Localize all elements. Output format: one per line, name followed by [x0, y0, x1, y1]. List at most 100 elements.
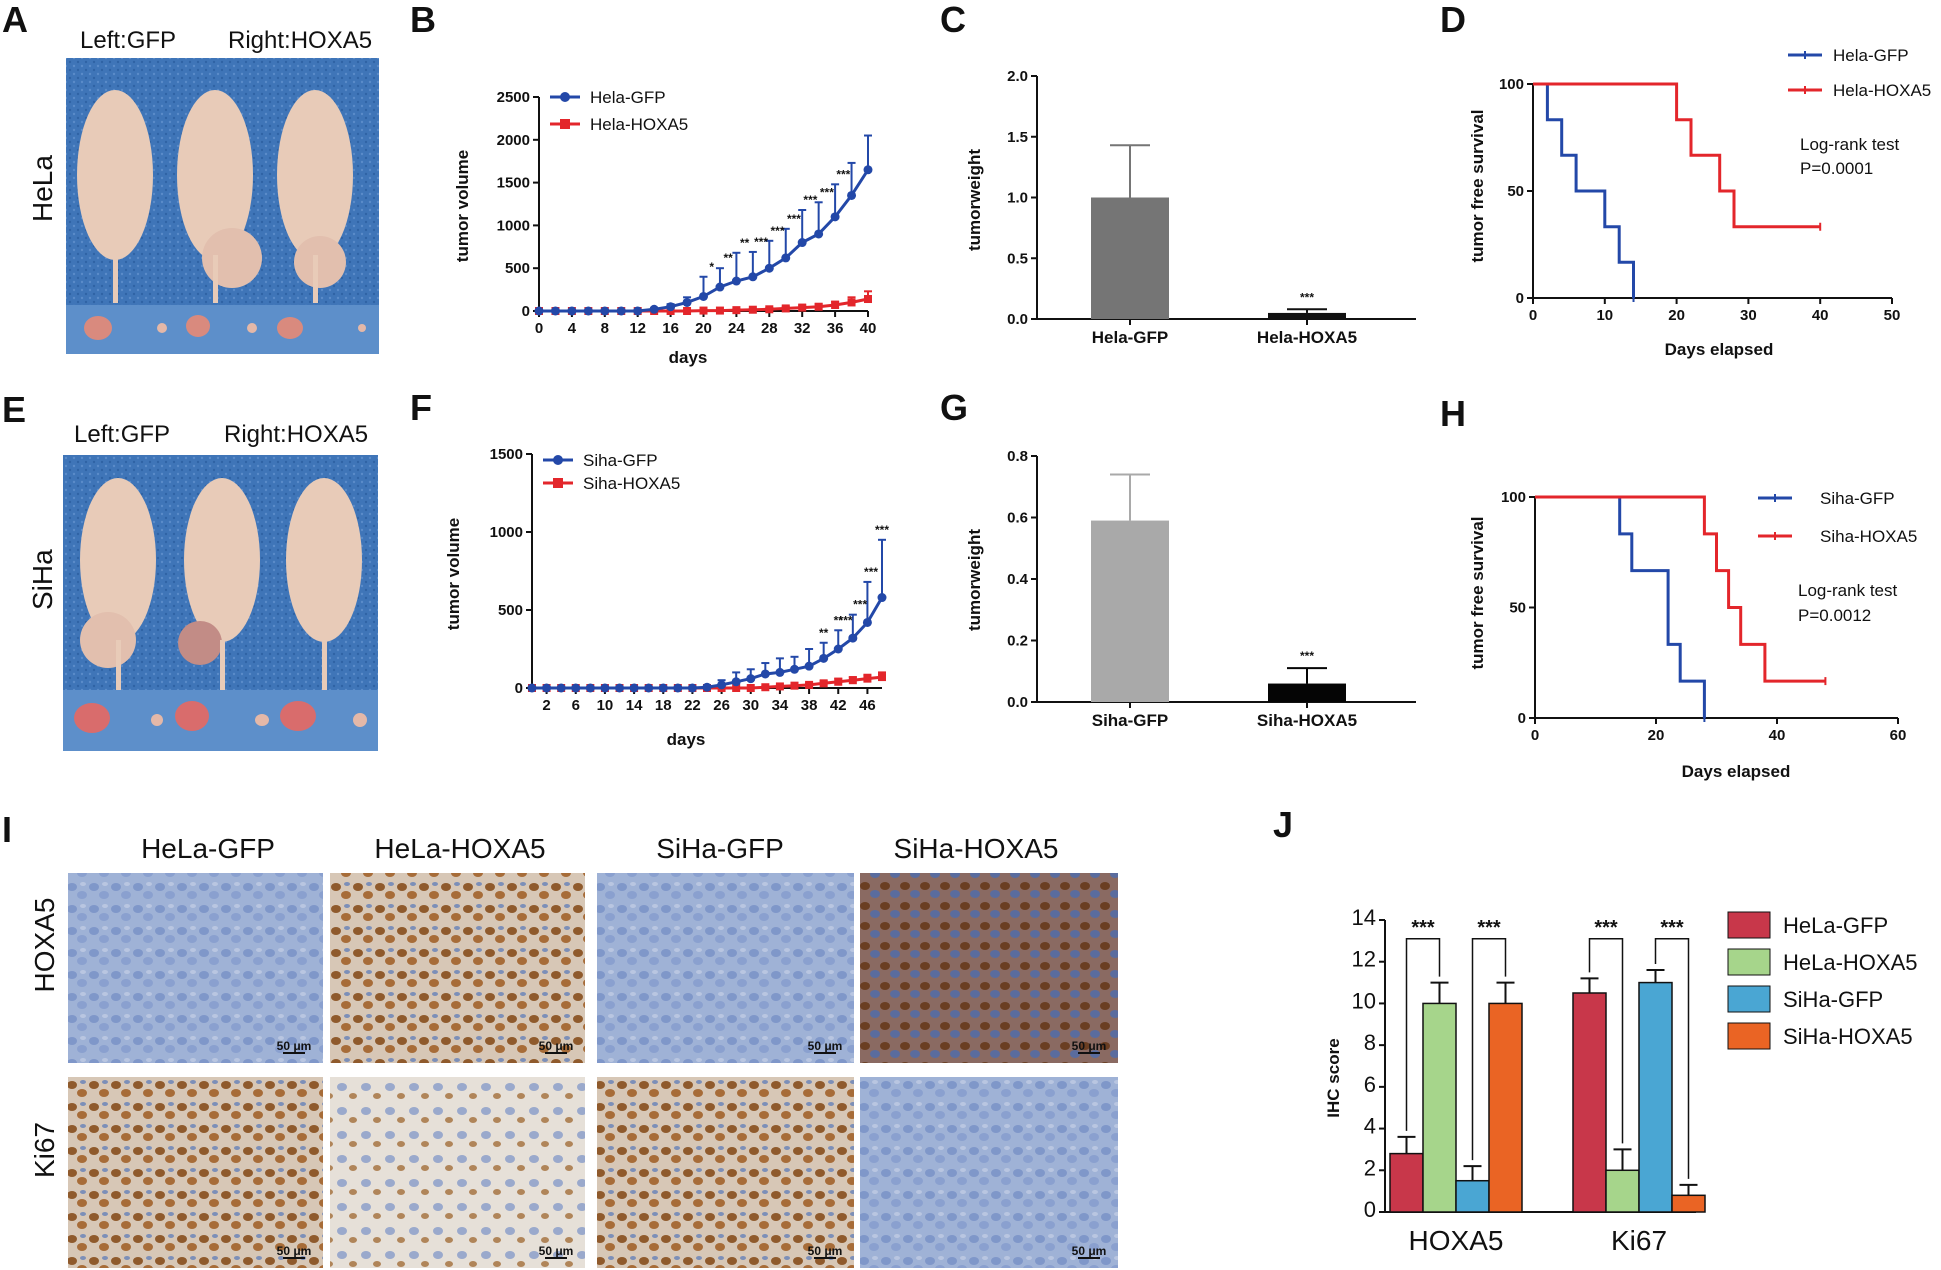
chartJ-ytick-label: 4 [1364, 1114, 1376, 1139]
chartJ-ytick-label: 8 [1364, 1030, 1376, 1055]
panel-letter-i: I [2, 809, 12, 850]
chartF-point-gfp [877, 593, 887, 603]
chartF-point-gfp [862, 617, 872, 627]
chartH-xtick-label: 0 [1531, 727, 1539, 744]
chart-b-xlabel: days [669, 348, 708, 367]
chartD-xtick-label: 40 [1812, 307, 1829, 324]
chart-h: 0 50 100 0 20 40 60 [1501, 489, 1906, 744]
panel-i-row-ki67: Ki67 [29, 1122, 60, 1178]
panel-e-photo [63, 455, 378, 751]
chart-j-legend-hela-hoxa5: HeLa-HOXA5 [1783, 950, 1918, 975]
chartC-bar-1 [1091, 197, 1169, 319]
scale-bar-6: 50 μm [539, 1244, 574, 1258]
chartB-xtick-label: 28 [761, 320, 778, 337]
panel-e-caption-left: Left:GFP [74, 421, 170, 448]
chartB-point-gfp [666, 302, 676, 312]
chartF-point-gfp [775, 667, 785, 677]
panel-letter-e: E [2, 389, 26, 430]
chartJ-bar-2-2 [1605, 1169, 1640, 1213]
panel-letter-a: A [2, 0, 28, 40]
chartC-significance: *** [1300, 290, 1314, 304]
chartD-survival-curve-1 [1533, 82, 1635, 298]
chartJ-significance: *** [1477, 917, 1501, 939]
chartJ-ytick-label: 12 [1352, 947, 1376, 972]
chartJ-bar-1-1 [1389, 1152, 1424, 1213]
panel-letter-f: F [410, 387, 432, 428]
chartB-point-gfp [600, 306, 610, 316]
chart-h-ylabel: tumor free survival [1468, 516, 1487, 669]
chartB-significance: *** [836, 167, 850, 181]
chartG-bar-1 [1091, 520, 1169, 702]
chartF-point-hoxa5 [761, 683, 770, 692]
panel-letter-j: J [1273, 804, 1293, 845]
chart-h-xlabel: Days elapsed [1682, 762, 1791, 781]
chartG-ytick-label: 0.6 [1007, 510, 1028, 527]
ihc-hela-gfp-hoxa5 [68, 873, 323, 1063]
chartD-ytick-label: 50 [1507, 183, 1524, 200]
chartG-significance: *** [1300, 649, 1314, 663]
ihc-hela-hoxa5-hoxa5 [330, 873, 585, 1063]
chartF-xtick-label: 38 [801, 697, 818, 714]
chartB-point-gfp [781, 253, 791, 263]
chartF-point-gfp [760, 669, 770, 679]
ihc-siha-hoxa5-hoxa5 [860, 873, 1118, 1063]
chartF-ytick-label: 1500 [490, 446, 523, 463]
ihc-siha-gfp-ki67 [597, 1077, 854, 1268]
chart-f-legend-gfp: Siha-GFP [583, 451, 658, 470]
chartC-ytick-label: 0.0 [1007, 311, 1028, 328]
chartF-point-gfp [615, 683, 624, 693]
chartC-category-label: Hela-GFP [1092, 328, 1169, 347]
panel-e-caption-right: Right:HOXA5 [224, 421, 368, 448]
chartH-xtick-label: 40 [1769, 727, 1786, 744]
chart-j-legend: HeLa-GFP HeLa-HOXA5 SiHa-GFP SiHa-HOXA5 [1727, 911, 1918, 1050]
chart-b-legend-hoxa5: Hela-HOXA5 [590, 115, 688, 134]
chartG-ytick-label: 0.2 [1007, 633, 1028, 650]
panel-i-col-hela-gfp: HeLa-GFP [141, 833, 275, 864]
panel-a-caption-left: Left:GFP [80, 27, 176, 54]
ihc-siha-hoxa5-ki67 [860, 1077, 1118, 1268]
chartB-point-hoxa5 [732, 306, 741, 315]
chart-f-legend: Siha-GFP Siha-HOXA5 [543, 451, 680, 493]
panel-i-row-hoxa5: HOXA5 [29, 898, 60, 993]
chart-d: 0 50 100 0 10 20 30 40 50 [1499, 76, 1900, 324]
chart-j-legend-swatch-3 [1727, 985, 1771, 1013]
chartB-ytick-label: 1500 [497, 175, 530, 192]
chartC-category-label: Hela-HOXA5 [1257, 328, 1357, 347]
chart-d-xlabel: Days elapsed [1665, 340, 1774, 359]
chartB-point-hoxa5 [847, 298, 856, 307]
chartF-point-hoxa5 [834, 677, 843, 686]
chart-c: 0.0 0.5 1.0 1.5 2.0 Hela-GFP Hela-HOXA5 *** [1007, 68, 1416, 347]
chartB-xtick-label: 32 [794, 320, 811, 337]
chartD-ytick-label: 0 [1516, 290, 1524, 307]
chartF-point-hoxa5 [863, 674, 872, 683]
chartD-ytick-label: 100 [1499, 76, 1524, 93]
chartB-point-gfp [814, 229, 824, 239]
chart-f-xlabel: days [667, 730, 706, 749]
chartJ-significance-bracket [1654, 938, 1690, 1179]
chartB-point-hoxa5 [798, 303, 807, 312]
chartF-point-hoxa5 [848, 676, 857, 685]
chart-j: 0 2 4 6 8 10 12 14 HOXA5 Ki67 *** *** *** *** [1352, 905, 1706, 1256]
chartF-point-gfp [848, 633, 858, 643]
chartB-point-gfp [583, 306, 593, 316]
ihc-hela-hoxa5-ki67 [330, 1077, 585, 1268]
chartF-point-gfp [658, 683, 668, 693]
chartF-point-gfp [804, 661, 814, 671]
chartG-bar-2 [1268, 683, 1346, 702]
chartB-xtick-label: 4 [568, 320, 577, 337]
chartD-xtick-label: 50 [1884, 307, 1901, 324]
chartB-point-gfp [748, 272, 758, 282]
chartJ-ytick-label: 2 [1364, 1155, 1376, 1180]
chart-d-legend-gfp: Hela-GFP [1833, 46, 1909, 65]
chartD-xtick-label: 0 [1529, 307, 1537, 324]
chartJ-ytick-label: 10 [1352, 988, 1376, 1013]
chartF-point-gfp [731, 677, 741, 687]
chartJ-significance-bracket [1588, 938, 1624, 1144]
chartJ-ytick-label: 14 [1352, 905, 1376, 930]
chartF-significance: ** [834, 613, 844, 627]
chart-j-legend-swatch-4 [1727, 1022, 1771, 1050]
chartF-point-gfp [687, 683, 697, 693]
chartH-xtick-label: 60 [1890, 727, 1907, 744]
chartB-point-hoxa5 [831, 301, 840, 310]
panel-i-col-siha-hoxa5: SiHa-HOXA5 [894, 833, 1059, 864]
